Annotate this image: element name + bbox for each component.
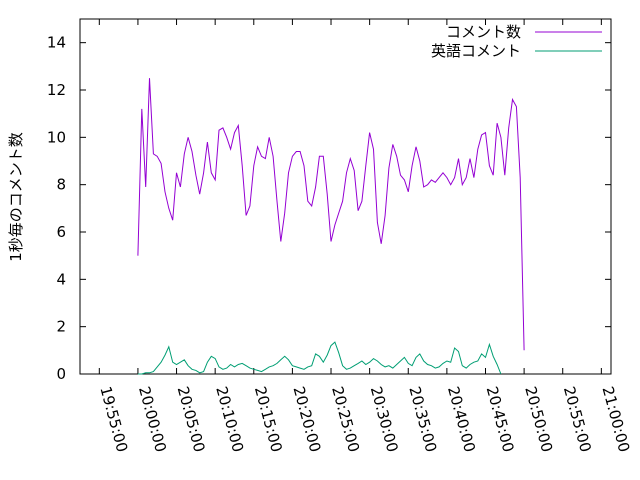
x-tick-label: 20:25:00 [328, 384, 363, 454]
y-tick-label: 0 [56, 365, 66, 383]
x-tick-label: 20:00:00 [135, 384, 170, 454]
y-tick-label: 6 [56, 223, 66, 241]
y-tick-label: 12 [47, 81, 66, 99]
y-tick-label: 8 [56, 176, 66, 194]
x-tick-label: 20:05:00 [174, 384, 209, 454]
x-axis: 19:55:00 20:00:00 20:05:00 20:10:00 20:15:00… [96, 19, 633, 454]
x-tick-label: 20:50:00 [521, 384, 556, 454]
y-tick-label: 14 [47, 34, 66, 52]
plot-border [79, 18, 612, 375]
legend-label-2: 英語コメント [431, 42, 521, 60]
series-line-2 [137, 341, 502, 375]
y-axis: 0 2 4 6 8 10 12 14 [47, 34, 611, 383]
y-tick-label: 10 [47, 128, 66, 146]
x-tick-label: 20:40:00 [444, 384, 479, 454]
legend-label-1: コメント数 [446, 23, 521, 41]
x-tick-label: 20:10:00 [212, 384, 247, 454]
x-tick-label: 20:20:00 [290, 384, 325, 454]
plot-frame [79, 18, 612, 375]
x-tick-label: 20:15:00 [251, 384, 286, 454]
x-tick-label: 20:30:00 [367, 384, 402, 454]
y-tick-label: 2 [56, 318, 66, 336]
x-tick-label: 20:45:00 [483, 384, 518, 454]
x-tick-label: 19:55:00 [96, 384, 131, 454]
y-axis-label: 1秒毎のコメント数 [7, 132, 25, 262]
x-tick-label: 20:55:00 [560, 384, 595, 454]
x-tick-label: 20:35:00 [405, 384, 440, 454]
x-tick-label: 21:00:00 [598, 384, 633, 454]
series-layer [137, 78, 525, 375]
y-tick-label: 4 [56, 270, 66, 288]
series-line-1 [137, 78, 525, 351]
